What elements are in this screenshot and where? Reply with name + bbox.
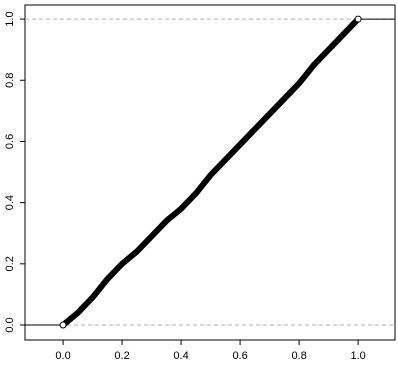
x-tick-label: 0.4 <box>173 350 188 362</box>
y-tick-label: 0.2 <box>4 256 16 271</box>
ecdf-point <box>59 321 67 329</box>
x-tick-label: 1.0 <box>350 350 365 362</box>
y-tick-label: 0.8 <box>4 73 16 88</box>
ecdf-point <box>354 15 362 23</box>
y-tick-label: 1.0 <box>4 11 16 26</box>
x-tick-label: 0.2 <box>114 350 129 362</box>
plot-frame <box>24 4 396 341</box>
x-tick-label: 0.6 <box>232 350 247 362</box>
y-tick-label: 0.0 <box>4 317 16 332</box>
ecdf-line <box>60 16 362 329</box>
x-tick-label: 0.8 <box>291 350 306 362</box>
y-tick-label: 0.6 <box>4 134 16 149</box>
x-tick-label: 0.0 <box>55 350 70 362</box>
y-tick-label: 0.4 <box>4 195 16 210</box>
